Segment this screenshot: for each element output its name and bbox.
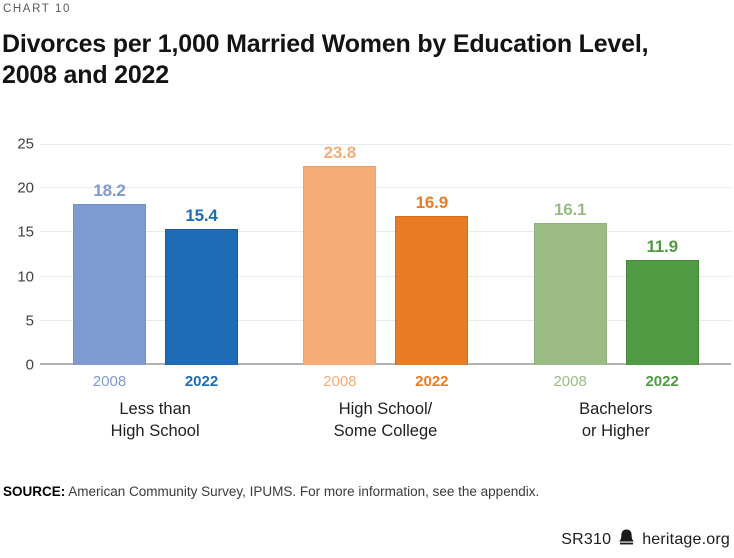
bar-column: 16.9 2022 <box>395 144 469 389</box>
x-axis-baseline <box>40 363 731 365</box>
year-label: 2008 <box>323 373 357 390</box>
value-label: 15.4 <box>185 205 218 225</box>
category-label-less-than-high-school: Less than High School <box>110 400 200 440</box>
bar-2022-less-than-high-school <box>165 228 238 365</box>
bar-2022-high-school-some-college <box>395 215 469 365</box>
year-label: 2022 <box>645 373 679 390</box>
bar-2008-bachelors-or-higher <box>533 222 607 365</box>
gridline <box>40 144 731 145</box>
bar-column: 11.9 2022 <box>625 144 699 389</box>
source-text: American Community Survey, IPUMS. For mo… <box>68 484 540 499</box>
chart-kicker: CHART 10 <box>3 3 71 15</box>
bar-column: 15.4 2022 <box>165 144 238 389</box>
heritage-bell-icon <box>618 529 635 550</box>
report-id: SR310 <box>561 530 612 548</box>
value-label: 16.1 <box>554 199 587 219</box>
value-label: 16.9 <box>415 192 448 212</box>
bar-2008-high-school-some-college <box>303 166 377 365</box>
bar-group-bachelors-or-higher: 16.1 2008 11.9 2022 <box>501 144 731 389</box>
value-label: 23.8 <box>323 143 356 162</box>
value-label: 11.9 <box>646 236 678 256</box>
gridline <box>40 319 731 321</box>
site-name: heritage.org <box>642 530 730 548</box>
bar-column: 18.2 2008 <box>73 144 146 389</box>
y-tick: 20 <box>17 179 34 197</box>
value-label: 18.2 <box>93 181 126 201</box>
bar-chart-plot-area: 18.2 2008 15.4 2022 23.8 2008 16.9 2022 <box>40 143 731 389</box>
bar-2022-bachelors-or-higher <box>625 259 699 365</box>
bar-column: 16.1 2008 <box>533 144 607 389</box>
source-note: SOURCE: American Community Survey, IPUMS… <box>3 483 539 501</box>
gridline <box>40 231 731 233</box>
y-tick: 15 <box>17 223 34 241</box>
year-label: 2022 <box>415 373 449 390</box>
year-label: 2008 <box>553 373 587 390</box>
y-axis: 0 5 10 15 20 25 <box>0 137 34 373</box>
y-tick: 0 <box>25 356 34 374</box>
year-label: 2022 <box>184 373 219 390</box>
credit-line: SR310 heritage.org <box>561 529 730 550</box>
bar-column: 23.8 2008 <box>303 143 377 389</box>
year-label: 2008 <box>92 373 127 390</box>
category-label-high-school-some-college: High School/ Some College <box>333 400 438 440</box>
bar-group-high-school-some-college: 23.8 2008 16.9 2022 <box>270 143 500 389</box>
bar-2008-less-than-high-school <box>73 204 146 365</box>
y-tick: 10 <box>17 268 34 286</box>
y-tick: 5 <box>25 312 34 330</box>
gridline <box>40 275 731 277</box>
bar-group-less-than-high-school: 18.2 2008 15.4 2022 <box>40 144 270 389</box>
source-label: SOURCE: <box>3 484 66 499</box>
category-label-bachelors-or-higher: Bachelors or Higher <box>579 400 653 440</box>
gridline <box>40 187 731 189</box>
page-title: Divorces per 1,000 Married Women by Educ… <box>2 30 649 89</box>
y-tick: 25 <box>17 135 34 153</box>
